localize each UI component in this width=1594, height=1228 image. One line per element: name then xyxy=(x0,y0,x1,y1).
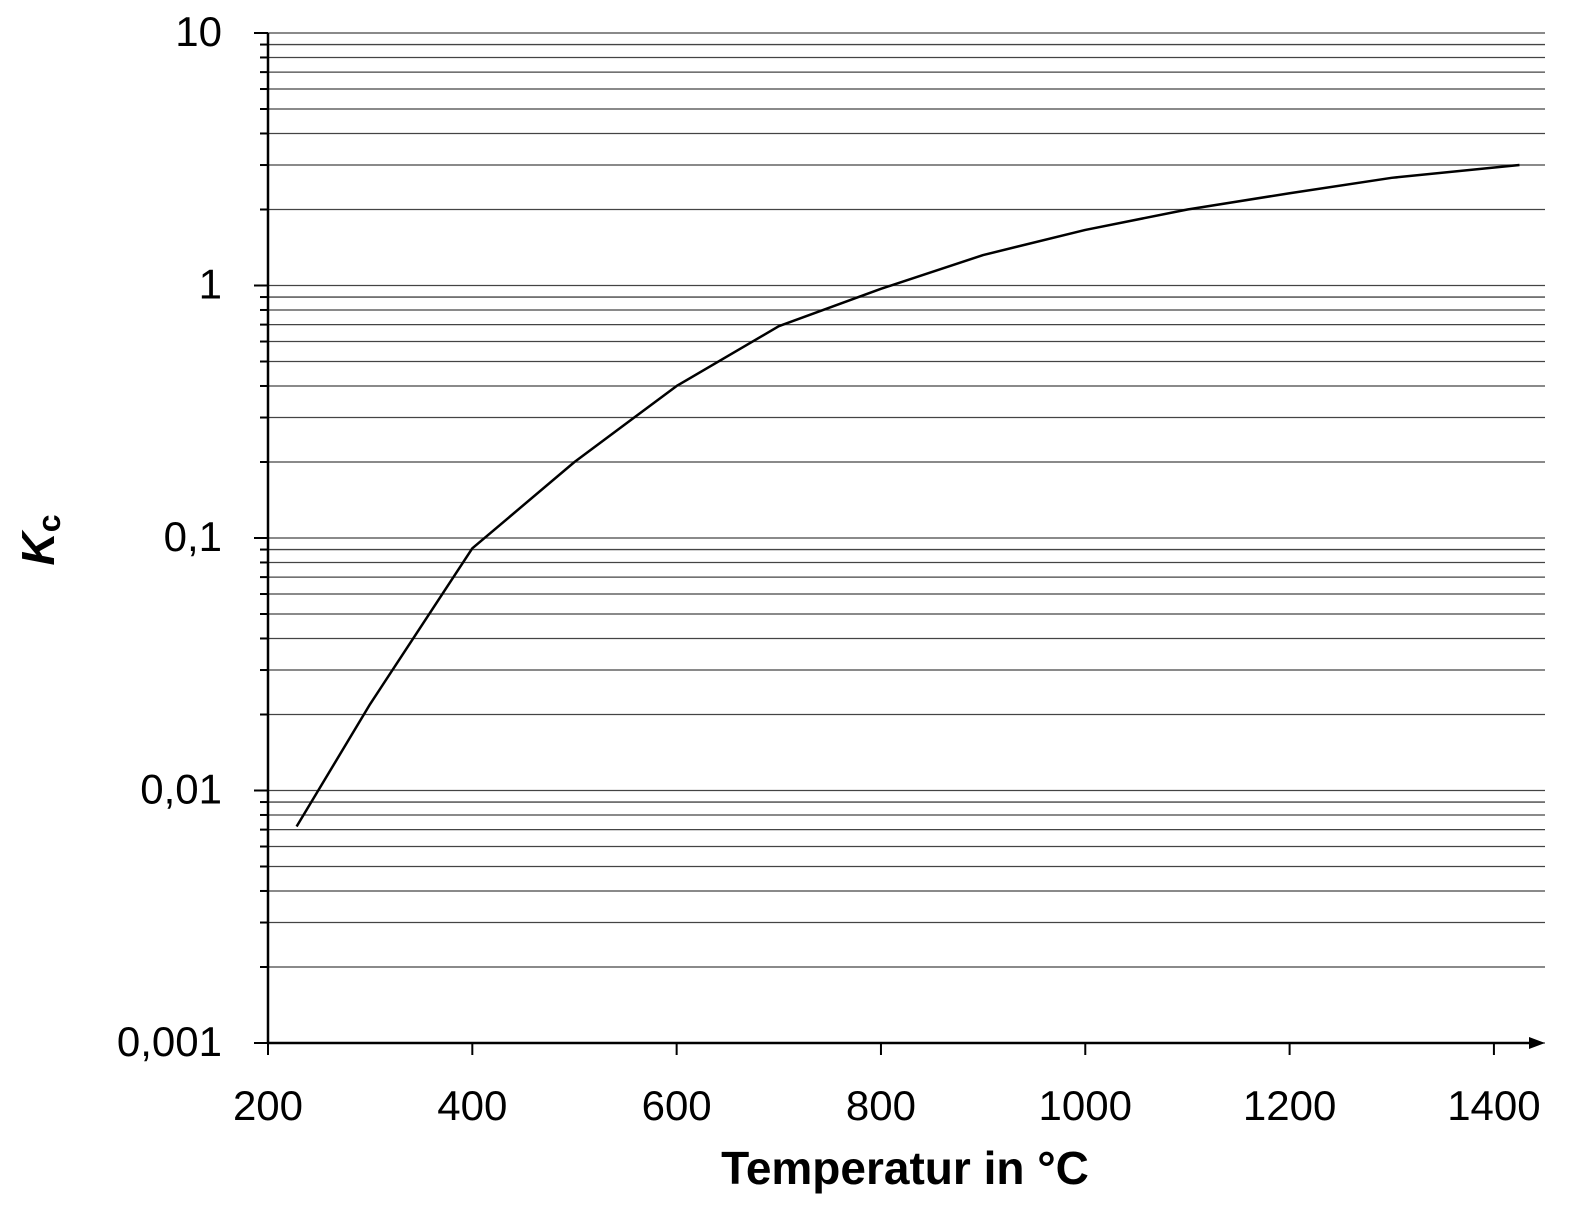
x-tick-label: 200 xyxy=(233,1082,303,1129)
y-tick-label: 0,01 xyxy=(140,766,222,813)
y-axis-label-main: K xyxy=(12,530,64,566)
x-axis-arrow xyxy=(1529,1037,1545,1049)
y-tick-label: 0,001 xyxy=(117,1018,222,1065)
y-axis-label: Kc xyxy=(12,514,67,565)
line xyxy=(295,163,1520,828)
x-axis-label: Temperatur in °C xyxy=(721,1142,1089,1194)
x-tick-label: 1000 xyxy=(1039,1082,1132,1129)
y-tick-label: 0,1 xyxy=(164,513,222,560)
x-tick-label: 1400 xyxy=(1447,1082,1540,1129)
y-axis-label-subscript: c xyxy=(31,514,67,532)
y-tick-label: 10 xyxy=(175,8,222,55)
x-tick-label: 400 xyxy=(437,1082,507,1129)
x-tick-label: 1200 xyxy=(1243,1082,1336,1129)
y-tick-label: 1 xyxy=(199,261,222,308)
x-tick-label: 800 xyxy=(846,1082,916,1129)
x-tick-label: 600 xyxy=(642,1082,712,1129)
